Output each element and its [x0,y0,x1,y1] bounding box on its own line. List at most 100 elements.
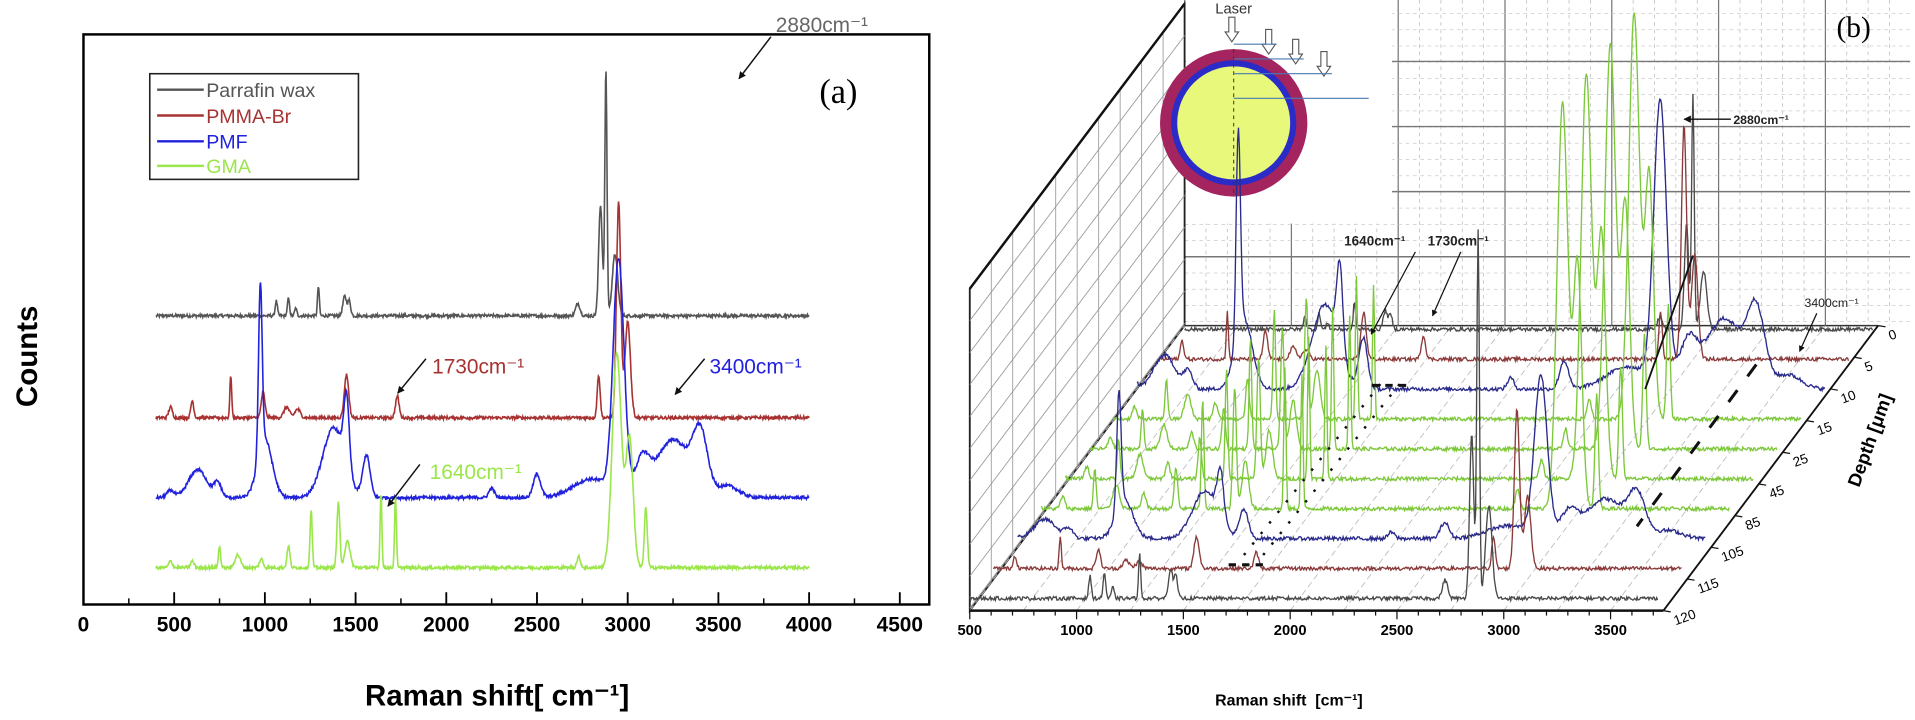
legend: Parrafin wax PMMA-Br PMF GMA [148,72,360,181]
depth-tick [1687,578,1695,581]
chart-a: 0 500 1000 1500 2000 2500 3000 3500 4000 4500 Cou… [11,14,931,712]
annotation-arrow-2880 [738,36,772,80]
annotation-arrow-1730 [397,358,427,394]
floor-gridline [1183,325,1399,611]
depth-tick [1710,546,1719,550]
series-group-b [969,12,1874,603]
x-axis-label-b: Raman shift [cm⁻¹] [1215,692,1363,709]
floor-gridline [1022,325,1239,611]
series-line-pmma-br [155,201,810,423]
annotation-arrow-1640 [387,463,421,507]
left-wall-gridline [969,195,1185,481]
x-tick-label: 2500 [514,614,560,637]
annotation-arrow-b-1730 [1431,251,1462,317]
plot-frame-a [82,33,931,606]
laser-arrow-icon [1224,16,1240,43]
legend-box [148,72,360,181]
annotation-b-3400: 3400cm⁻¹ [1805,296,1859,310]
depth-axis-label-b: Depth [μm] [1843,391,1896,490]
y-axis-label-a: Counts [11,306,44,408]
laser-arrows [1224,16,1332,78]
panel-label-a: (a) [819,73,857,111]
annotation-1730: 1730cm⁻¹ [432,356,524,379]
annotation-b-1640: 1640cm⁻¹ [1344,234,1406,249]
depth-tick [1830,388,1838,391]
depth-tick [1806,420,1815,423]
floor-gridline [1610,325,1826,611]
depth-tick-label: 0 [1886,326,1898,343]
x-tick-label: 3500 [695,614,741,637]
x-tick-label-b: 2500 [1381,623,1414,639]
floor-gridline [1450,325,1666,611]
x-tick-label-b: 3000 [1487,623,1520,639]
x-tick-label: 4000 [786,614,832,637]
grid-3d [968,0,1912,614]
depth-tick [1663,610,1671,613]
depth-tick-label: 115 [1695,575,1720,596]
guide-dotted-1730 [1255,383,1401,565]
depth-tick-label: 120 [1672,606,1698,628]
depth-tick-label: 45 [1767,482,1786,501]
annotation-arrow-b-3400 [1799,313,1818,352]
x-tick-label: 500 [157,614,192,637]
left-wall-gridline [969,322,1185,609]
legend-label-parrafin: Parrafin wax [206,80,315,102]
annotation-1640: 1640cm⁻¹ [430,461,522,484]
annotation-b-1730: 1730cm⁻¹ [1428,234,1490,249]
spectrum-row-depth-115 [992,407,1682,573]
spectrum-row-depth-0 [1184,93,1874,334]
x-tick-label: 3000 [605,614,651,637]
x-tick-label: 4500 [877,614,923,637]
laser-arrow-icon [1316,51,1332,78]
guide-lines-b [1228,255,1758,567]
depth-tick [1854,356,1862,360]
floor-gridline [1396,325,1613,611]
depth-tick [1758,483,1767,486]
legend-label-pmma: PMMA-Br [206,106,291,128]
x-tick-label: 1500 [332,614,378,637]
depth-tick-label: 25 [1791,451,1810,470]
spectrum-row-depth-10 [1136,98,1826,394]
x-tick-label: 2000 [423,614,469,637]
x-tick-label-b: 500 [958,623,983,639]
guide-2880-line [1644,255,1694,390]
legend-label-pmf: PMF [206,132,247,154]
floor-gridline [969,325,1185,611]
x-tick-label-b: 1500 [1167,623,1200,639]
left-wall-gridline [969,131,1185,417]
floor-gridline [1236,325,1452,611]
depth-tick-label: 85 [1743,514,1762,533]
spectrum-row-depth-120 [969,229,1659,603]
spectrum-row-depth-105 [1017,373,1706,543]
x-tick-label-b: 1000 [1060,623,1093,639]
left-wall-gridline [969,67,1185,353]
series-line-gma [155,350,810,573]
depth-tick-label: 105 [1719,543,1745,565]
annotations-b: 2880cm⁻¹ 1640cm⁻¹ 1730cm⁻¹ 3400cm⁻¹ [1344,113,1859,352]
x-axis-label-a: Raman shift[ cm⁻¹] [365,679,629,712]
spectrum-row-depth-85 [1040,101,1730,514]
series-group-a [155,71,810,573]
x-tick-label: 0 [78,614,90,637]
floor-gridline [1503,325,1719,611]
focus-lines [1233,43,1369,99]
left-wall-gridline [969,290,1185,577]
annotation-3400: 3400cm⁻¹ [710,356,802,379]
left-wall-top-edge [968,2,1186,290]
series-line-pmf [155,257,810,503]
annotation-arrow-b-1640 [1370,251,1416,335]
depth-tick [1782,451,1791,455]
x-axis-ticks-a: 0 500 1000 1500 2000 2500 3000 3500 4000 4500 [78,592,923,637]
guide-dotted-1640 [1236,383,1382,565]
depth-axis-line-b [1662,325,1879,612]
depth-tick [1734,515,1743,518]
left-wall-gridline [969,99,1185,385]
inset-laser-label: Laser [1215,2,1252,18]
x-tick-label-b: 3500 [1594,623,1627,639]
annotations-a: 2880cm⁻¹ 1730cm⁻¹ 3400cm⁻¹ 1640cm⁻¹ [387,14,868,507]
left-wall-gridline [969,163,1185,449]
floor-gridline [1343,325,1559,611]
